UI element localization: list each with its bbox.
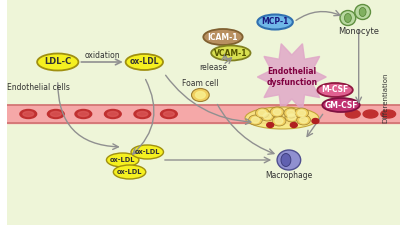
Ellipse shape <box>258 110 266 116</box>
Ellipse shape <box>363 110 378 118</box>
Ellipse shape <box>258 14 293 29</box>
Text: LDL-C: LDL-C <box>44 58 71 67</box>
Ellipse shape <box>245 107 319 129</box>
Text: ox-LDL: ox-LDL <box>110 157 136 163</box>
Ellipse shape <box>260 111 274 121</box>
Text: Monocyte: Monocyte <box>338 27 379 36</box>
Ellipse shape <box>297 115 310 125</box>
Ellipse shape <box>164 112 174 117</box>
Ellipse shape <box>288 114 296 120</box>
Ellipse shape <box>275 118 283 124</box>
Ellipse shape <box>104 110 121 119</box>
Ellipse shape <box>113 165 146 179</box>
Text: ox-LDL: ox-LDL <box>117 169 142 175</box>
Ellipse shape <box>298 110 306 116</box>
Ellipse shape <box>20 110 37 119</box>
Ellipse shape <box>295 108 308 118</box>
Ellipse shape <box>281 153 291 166</box>
Ellipse shape <box>277 150 301 170</box>
Ellipse shape <box>131 145 164 159</box>
Ellipse shape <box>322 98 360 112</box>
Ellipse shape <box>50 112 61 117</box>
Ellipse shape <box>108 112 118 117</box>
Ellipse shape <box>126 54 163 70</box>
Ellipse shape <box>270 107 284 117</box>
Ellipse shape <box>346 110 360 118</box>
Text: Endothelial cells: Endothelial cells <box>7 83 70 92</box>
Ellipse shape <box>300 117 308 123</box>
Ellipse shape <box>256 108 269 118</box>
Bar <box>7 105 400 123</box>
Ellipse shape <box>344 14 351 22</box>
Ellipse shape <box>75 110 92 119</box>
Ellipse shape <box>273 109 281 115</box>
Ellipse shape <box>267 122 274 128</box>
Text: MCP-1: MCP-1 <box>262 18 289 27</box>
Text: GM-CSF: GM-CSF <box>324 101 358 110</box>
Ellipse shape <box>211 45 250 61</box>
Ellipse shape <box>355 4 370 20</box>
Ellipse shape <box>106 153 139 167</box>
Text: release: release <box>199 63 227 72</box>
Text: Foam cell: Foam cell <box>182 79 219 88</box>
Ellipse shape <box>359 7 366 16</box>
Text: ox-LDL: ox-LDL <box>134 149 160 155</box>
Ellipse shape <box>252 117 259 123</box>
Ellipse shape <box>263 113 271 119</box>
Ellipse shape <box>317 83 353 97</box>
Ellipse shape <box>78 112 89 117</box>
Ellipse shape <box>290 122 297 128</box>
Text: ox-LDL: ox-LDL <box>130 58 159 67</box>
Text: Differentiation: Differentiation <box>382 73 388 123</box>
Ellipse shape <box>203 29 243 45</box>
Ellipse shape <box>272 116 286 126</box>
Text: Endothelial
dysfunction: Endothelial dysfunction <box>266 67 317 87</box>
Text: M-CSF: M-CSF <box>322 86 349 94</box>
Ellipse shape <box>37 54 78 70</box>
Polygon shape <box>258 44 326 110</box>
Text: ICAM-1: ICAM-1 <box>208 32 238 41</box>
Ellipse shape <box>23 112 34 117</box>
Ellipse shape <box>381 110 396 118</box>
Ellipse shape <box>340 11 356 25</box>
Ellipse shape <box>137 112 148 117</box>
Ellipse shape <box>160 110 177 119</box>
Ellipse shape <box>248 115 262 125</box>
Ellipse shape <box>192 88 209 101</box>
Ellipse shape <box>48 110 64 119</box>
Ellipse shape <box>196 92 205 99</box>
Text: VCAM-1: VCAM-1 <box>214 49 248 58</box>
Text: oxidation: oxidation <box>84 50 120 59</box>
Text: Macrophage: Macrophage <box>265 171 312 180</box>
Ellipse shape <box>312 119 319 124</box>
Ellipse shape <box>284 108 298 118</box>
Ellipse shape <box>285 112 299 122</box>
Ellipse shape <box>134 110 151 119</box>
Ellipse shape <box>287 110 295 116</box>
